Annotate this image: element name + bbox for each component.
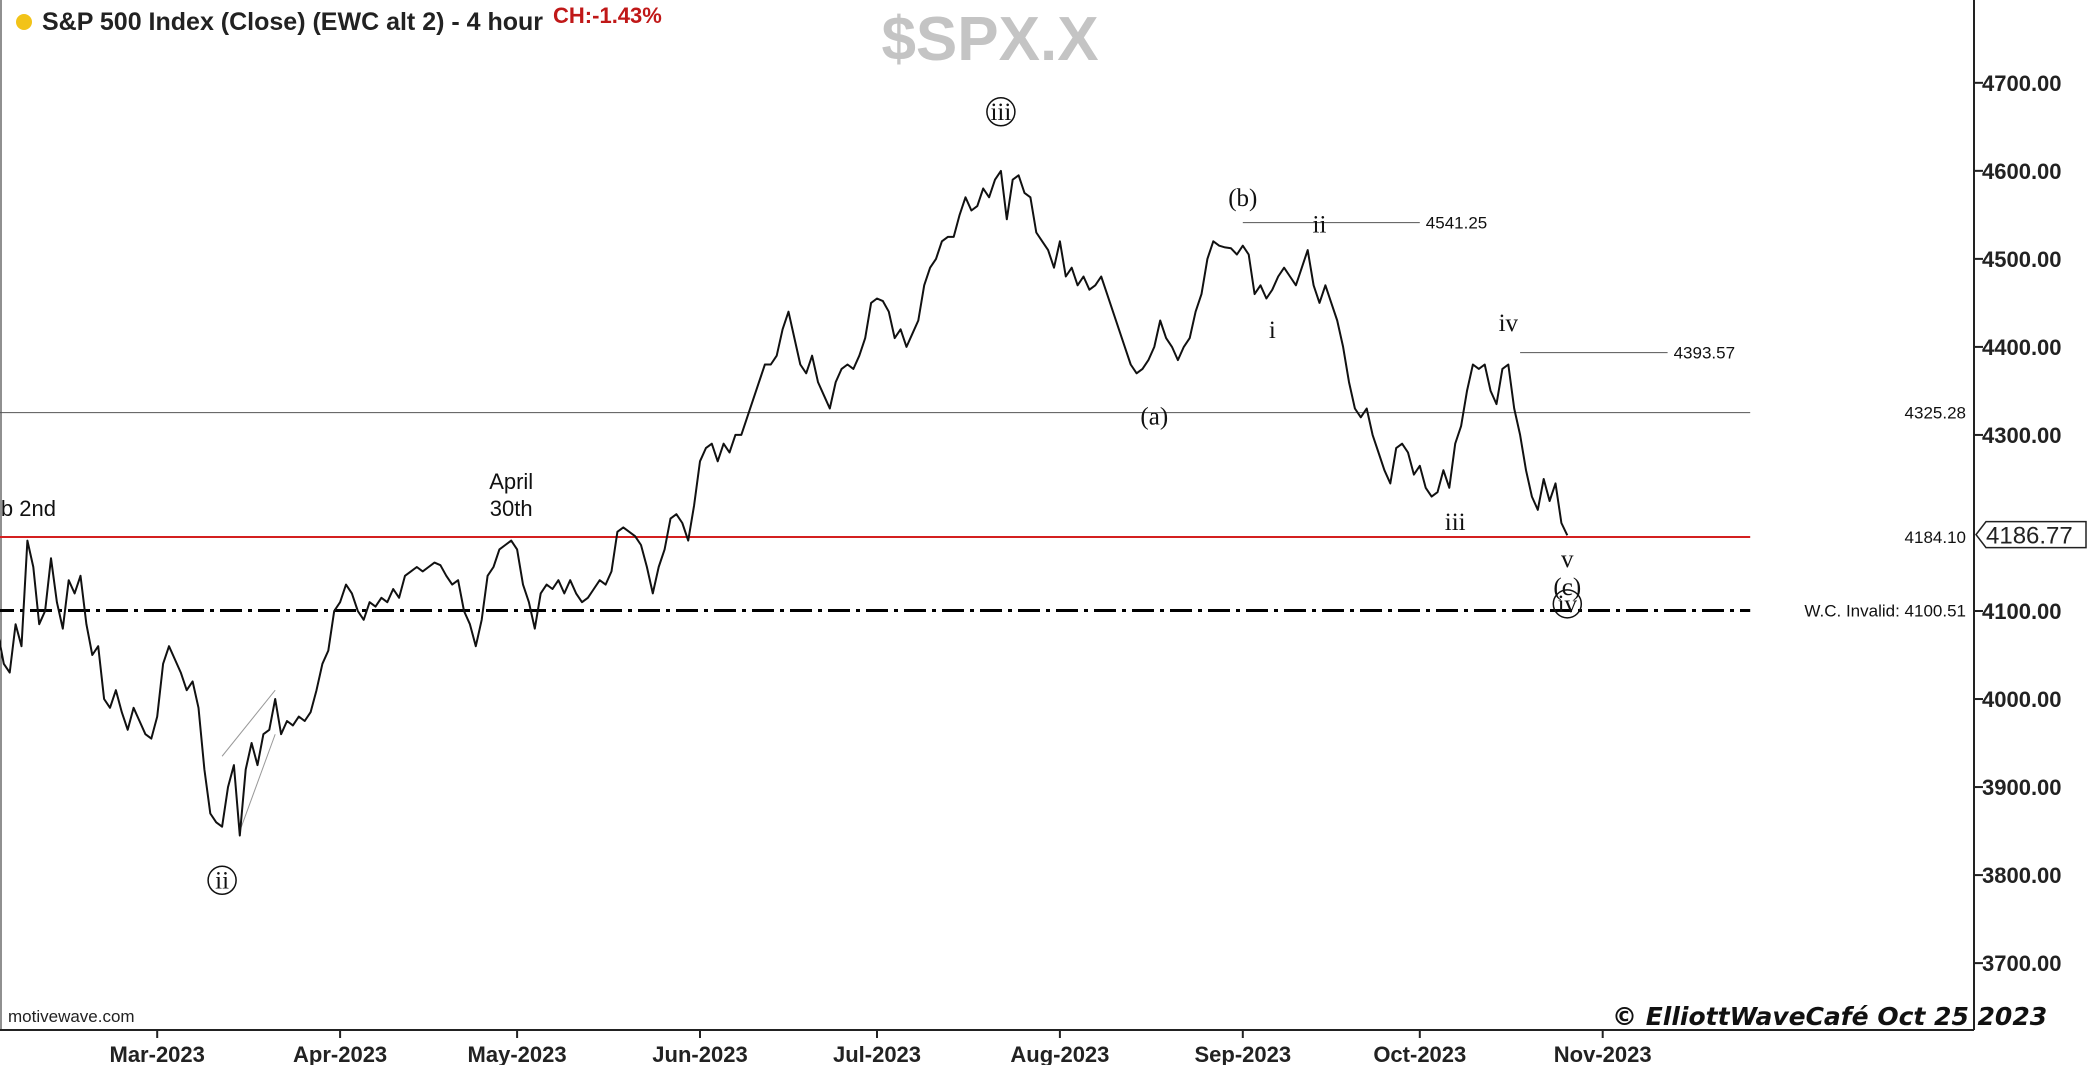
y-tick-label: 3900.00 bbox=[1982, 775, 2062, 800]
y-tick-label: 3800.00 bbox=[1982, 863, 2062, 888]
author-credit: © ElliottWaveCafé Oct 25 2023 bbox=[1612, 1002, 2048, 1031]
y-tick-label: 4500.00 bbox=[1982, 247, 2062, 272]
change-percent: CH:-1.43% bbox=[553, 3, 662, 28]
x-tick-label: Oct-2023 bbox=[1373, 1042, 1466, 1065]
chart-header: S&P 500 Index (Close) (EWC alt 2) - 4 ho… bbox=[0, 3, 662, 40]
symbol-watermark: $SPX.X bbox=[881, 5, 1099, 74]
wave-label-circle bbox=[986, 97, 1016, 127]
date-annotation: Feb 2nd bbox=[0, 496, 56, 521]
wave-label-circle bbox=[1552, 589, 1583, 619]
level-label: 4541.25 bbox=[1426, 214, 1487, 233]
x-tick-label: Sep-2023 bbox=[1194, 1042, 1291, 1065]
x-tick-label: Nov-2023 bbox=[1554, 1042, 1652, 1065]
y-tick-label: 3700.00 bbox=[1982, 951, 2062, 976]
wave-label: (a) bbox=[1140, 403, 1168, 430]
wave-label: v bbox=[1561, 546, 1574, 573]
x-tick-label: Mar-2023 bbox=[110, 1042, 205, 1065]
status-dot-icon bbox=[16, 14, 32, 30]
last-price-label: 4186.77 bbox=[1986, 523, 2073, 550]
y-tick-label: 4100.00 bbox=[1982, 599, 2062, 624]
level-label: 4393.57 bbox=[1674, 344, 1735, 363]
x-tick-label: Jul-2023 bbox=[833, 1042, 921, 1065]
date-annotation: 30th bbox=[490, 496, 533, 521]
platform-watermark: motivewave.com bbox=[8, 1007, 135, 1026]
x-tick-label: Aug-2023 bbox=[1010, 1042, 1109, 1065]
wave-label: iii bbox=[990, 99, 1011, 126]
level-label: 4184.10 bbox=[1905, 528, 1966, 547]
y-tick-label: 4400.00 bbox=[1982, 335, 2062, 360]
y-tick-label: 4600.00 bbox=[1982, 159, 2062, 184]
x-tick-label: May-2023 bbox=[468, 1042, 567, 1065]
price-line-series bbox=[0, 169, 1569, 837]
level-label: W.C. Invalid: 4100.51 bbox=[1804, 602, 1966, 621]
y-tick-label: 4300.00 bbox=[1982, 423, 2062, 448]
wave-label-circle bbox=[207, 865, 237, 896]
y-tick-label: 4700.00 bbox=[1982, 71, 2062, 96]
wave-label: ii bbox=[215, 867, 229, 894]
last-price-tag bbox=[1975, 520, 2087, 549]
triangle-trend-line bbox=[239, 734, 276, 832]
triangle-trend-line bbox=[221, 689, 276, 757]
date-annotation: April bbox=[489, 469, 533, 494]
wave-label: ii bbox=[1313, 211, 1327, 238]
y-tick-label: 4000.00 bbox=[1982, 687, 2062, 712]
wave-label: i bbox=[1269, 317, 1276, 344]
wave-label: iv bbox=[1499, 310, 1519, 337]
wave-label: iv bbox=[1558, 591, 1578, 618]
x-tick-label: Apr-2023 bbox=[293, 1042, 387, 1065]
wave-label: (b) bbox=[1228, 185, 1257, 212]
chart-title: S&P 500 Index (Close) (EWC alt 2) - 4 ho… bbox=[42, 7, 544, 36]
level-label: 4325.28 bbox=[1905, 404, 1966, 423]
wave-label: iii bbox=[1445, 509, 1466, 536]
x-tick-label: Jun-2023 bbox=[652, 1042, 747, 1065]
wave-label: (c) bbox=[1553, 574, 1581, 601]
